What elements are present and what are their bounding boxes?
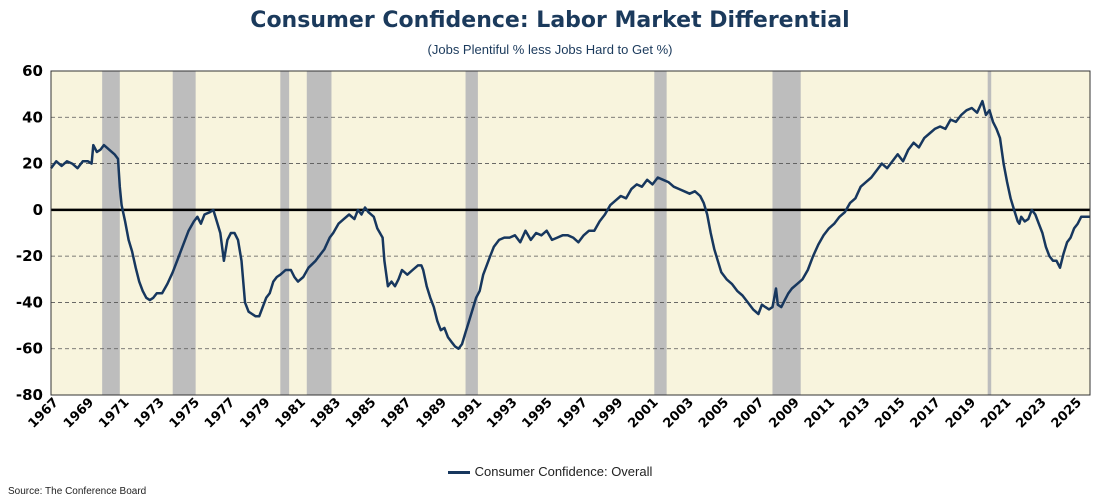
gridlines xyxy=(51,116,1090,350)
recession-band xyxy=(987,71,992,395)
y-tick-label: -80 xyxy=(16,386,43,404)
x-tick-label: 1985 xyxy=(343,395,379,431)
x-tick-label: 1987 xyxy=(378,395,414,431)
x-tick-label: 2015 xyxy=(872,395,908,431)
recession-bands xyxy=(102,71,992,395)
y-tick-label: 20 xyxy=(22,155,43,173)
x-tick-label: 2011 xyxy=(802,395,838,431)
x-tick-label: 1971 xyxy=(96,395,132,431)
series-line xyxy=(50,99,1090,350)
y-tick-label: -40 xyxy=(16,293,43,311)
x-tick-label: 2003 xyxy=(661,395,697,431)
y-tick-label: 0 xyxy=(33,201,43,219)
x-tick-label: 1989 xyxy=(414,395,450,431)
x-tick-label: 2023 xyxy=(1013,395,1049,431)
x-axis-ticks: 1967 1969 1971 1973 1975 1977 1979 1981 1983 1985… xyxy=(26,395,1085,431)
x-tick-label: 2005 xyxy=(696,395,732,431)
x-tick-label: 2017 xyxy=(908,395,944,431)
y-tick-label: 60 xyxy=(22,62,43,80)
chart-subtitle: (Jobs Plentiful % less Jobs Hard to Get … xyxy=(427,42,673,57)
plot-area xyxy=(51,71,1090,395)
x-tick-label: 1999 xyxy=(590,395,626,431)
x-tick-label: 2009 xyxy=(767,395,803,431)
recession-band xyxy=(465,71,478,395)
x-tick-label: 2021 xyxy=(978,395,1014,431)
recession-band xyxy=(102,71,120,395)
chart-title: Consumer Confidence: Labor Market Differ… xyxy=(250,8,850,33)
x-tick-label: 1983 xyxy=(308,395,344,431)
y-axis-ticks: 60 40 20 0 -20 -40 -60 -80 xyxy=(16,62,43,404)
legend: Consumer Confidence: Overall xyxy=(0,464,1100,479)
legend-swatch xyxy=(447,471,470,475)
recession-band xyxy=(654,71,667,395)
recession-band xyxy=(172,71,196,395)
x-tick-label: 2019 xyxy=(943,395,979,431)
x-tick-label: 1973 xyxy=(131,395,167,431)
x-tick-label: 2025 xyxy=(1049,395,1085,431)
recession-band xyxy=(772,71,801,395)
legend-label: Consumer Confidence: Overall xyxy=(474,464,653,479)
plot-border xyxy=(50,70,1091,396)
series-layer xyxy=(50,99,1090,350)
y-tick-label: -60 xyxy=(16,340,43,358)
x-tick-label: 1975 xyxy=(167,395,203,431)
y-tick-label: 40 xyxy=(22,108,43,126)
x-tick-label: 2013 xyxy=(837,395,873,431)
x-tick-label: 1979 xyxy=(237,395,273,431)
x-tick-label: 1993 xyxy=(484,395,520,431)
source-note: Source: The Conference Board xyxy=(8,486,147,497)
x-tick-label: 1977 xyxy=(202,395,238,431)
y-tick-label: -20 xyxy=(16,247,43,265)
x-tick-label: 1995 xyxy=(520,395,556,431)
x-tick-label: 1981 xyxy=(273,395,309,431)
x-tick-label: 1991 xyxy=(449,395,485,431)
x-tick-label: 2001 xyxy=(625,395,661,431)
recession-band xyxy=(306,71,332,395)
x-tick-label: 1969 xyxy=(61,395,97,431)
recession-band xyxy=(280,71,290,395)
x-tick-label: 1997 xyxy=(555,395,591,431)
x-tick-label: 2007 xyxy=(731,395,767,431)
